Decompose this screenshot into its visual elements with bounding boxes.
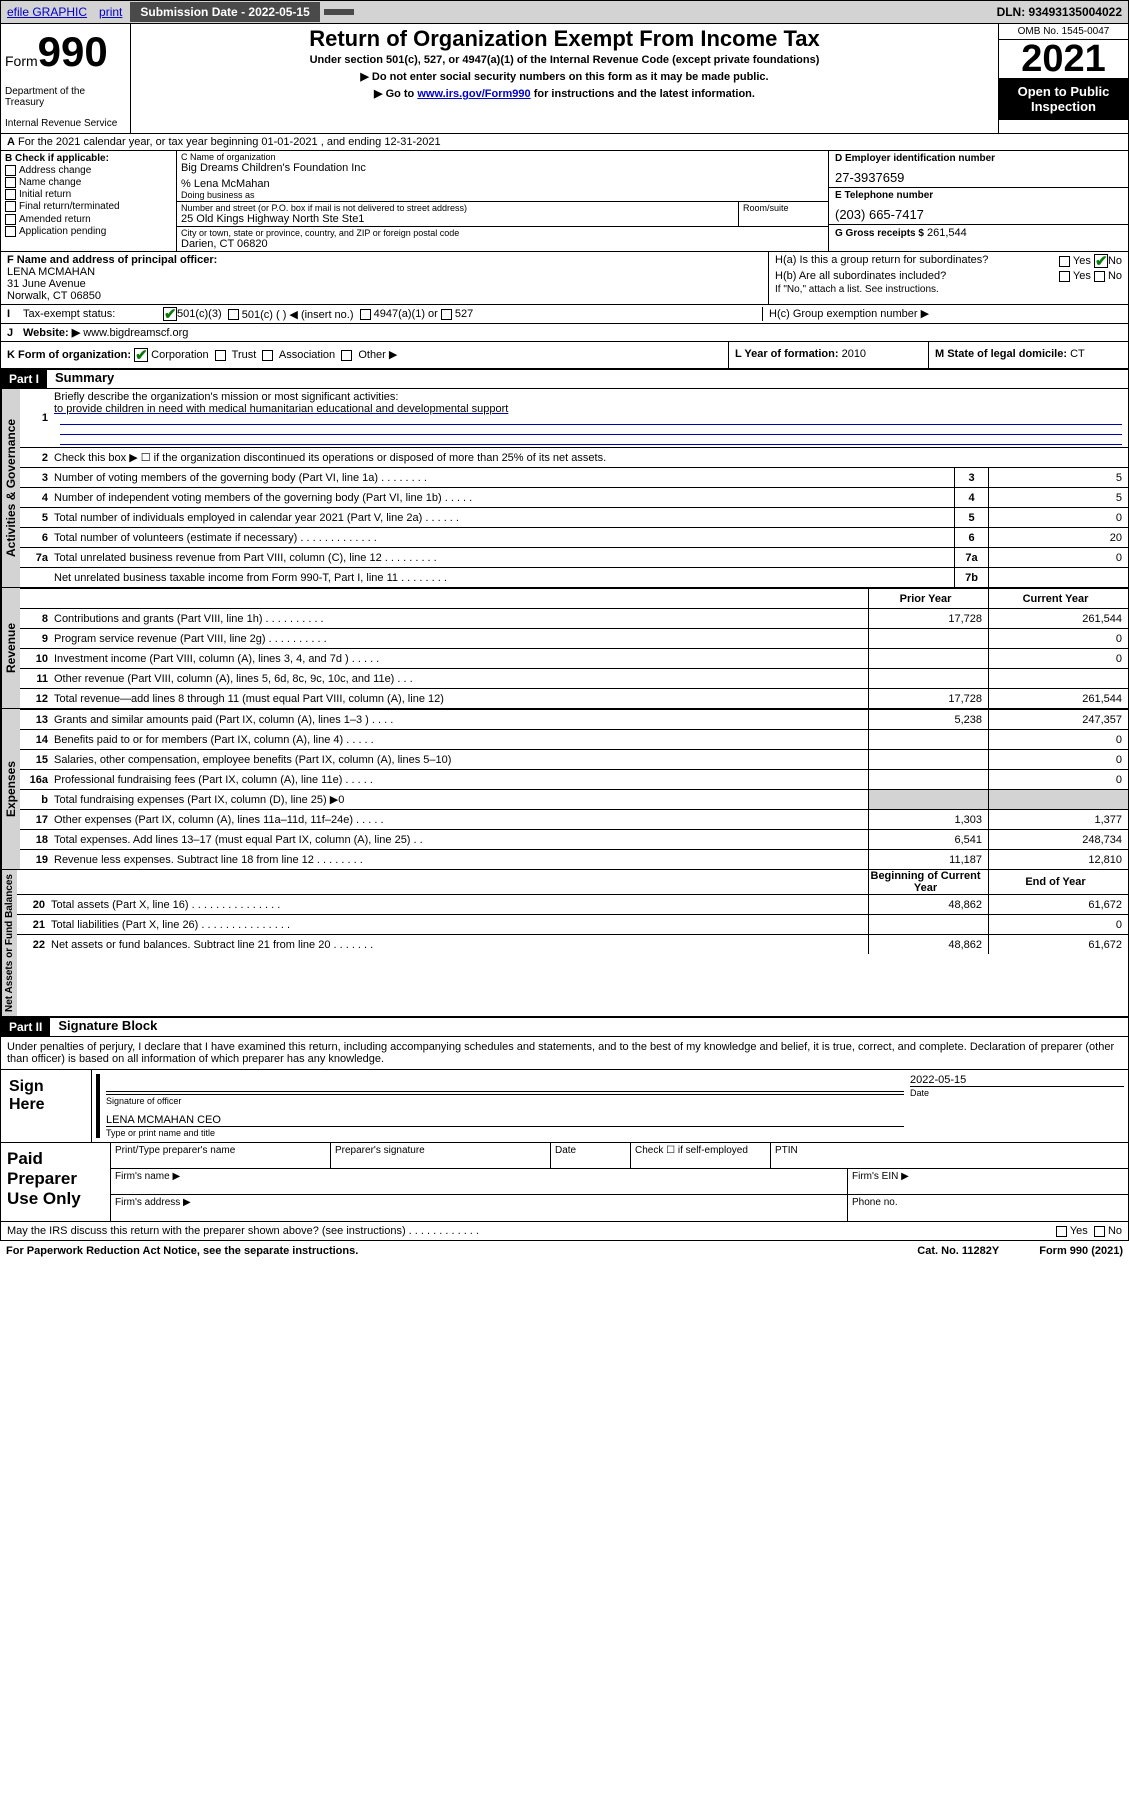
row-a-tax-year: A For the 2021 calendar year, or tax yea… <box>0 134 1129 151</box>
sign-date: 2022-05-15 <box>910 1074 1124 1086</box>
form-title: Return of Organization Exempt From Incom… <box>139 26 990 52</box>
form-word: Form <box>5 53 38 69</box>
state-domicile: CT <box>1070 348 1085 360</box>
summary-line: Net unrelated business taxable income fr… <box>20 567 1128 587</box>
officer-name: LENA MCMAHAN <box>7 266 762 278</box>
501c3-check <box>163 307 177 321</box>
summary-line: 16aProfessional fundraising fees (Part I… <box>20 769 1128 789</box>
city-state-zip: Darien, CT 06820 <box>181 238 824 250</box>
org-name: Big Dreams Children's Foundation Inc <box>181 162 824 174</box>
row-klm: K Form of organization: Corporation Trus… <box>0 342 1129 369</box>
dln-label: DLN: 93493135004022 <box>997 5 1128 19</box>
row-j: J Website: ▶ www.bigdreamscf.org <box>0 324 1129 342</box>
summary-line: 20Total assets (Part X, line 16) . . . .… <box>17 894 1128 914</box>
street-address: 25 Old Kings Highway North Ste Ste1 <box>181 213 734 225</box>
mission-text: to provide children in need with medical… <box>54 403 508 415</box>
phone: (203) 665-7417 <box>835 201 1122 222</box>
footer: For Paperwork Reduction Act Notice, see … <box>0 1241 1129 1261</box>
summary-line: 8Contributions and grants (Part VIII, li… <box>20 608 1128 628</box>
form-number: 990 <box>38 28 108 75</box>
may-irs-row: May the IRS discuss this return with the… <box>0 1222 1129 1241</box>
sidetab-rev: Revenue <box>1 588 20 708</box>
row-fh: F Name and address of principal officer:… <box>0 252 1129 305</box>
care-of: % Lena McMahan <box>181 178 824 190</box>
summary-line: bTotal fundraising expenses (Part IX, co… <box>20 789 1128 809</box>
part2-header: Part II Signature Block <box>0 1017 1129 1037</box>
form-label-footer: Form 990 (2021) <box>1039 1245 1123 1257</box>
topbar: efile GRAPHIC print Submission Date - 20… <box>0 0 1129 24</box>
form-subtitle: Under section 501(c), 527, or 4947(a)(1)… <box>139 54 990 66</box>
summary-line: 4Number of independent voting members of… <box>20 487 1128 507</box>
summary-line: 10Investment income (Part VIII, column (… <box>20 648 1128 668</box>
submission-date-btn[interactable]: Submission Date - 2022-05-15 <box>130 2 319 22</box>
instr-2: ▶ Go to www.irs.gov/Form990 for instruct… <box>139 87 990 100</box>
tax-year: 2021 <box>999 40 1128 78</box>
part1-header: Part I Summary <box>0 369 1129 389</box>
cat-no: Cat. No. 11282Y <box>917 1245 999 1257</box>
part1-exp: Expenses 13Grants and similar amounts pa… <box>0 709 1129 870</box>
summary-line: 15Salaries, other compensation, employee… <box>20 749 1128 769</box>
row-i: I Tax-exempt status: 501(c)(3) 501(c) ( … <box>0 305 1129 324</box>
dept-treasury: Department of the Treasury <box>5 86 126 108</box>
summary-line: 3Number of voting members of the governi… <box>20 467 1128 487</box>
sidetab-net: Net Assets or Fund Balances <box>1 870 17 1016</box>
print-link[interactable]: print <box>93 5 128 19</box>
paid-preparer-row: Paid Preparer Use Only Print/Type prepar… <box>0 1143 1129 1222</box>
part1-ag: Activities & Governance 1 Briefly descri… <box>0 389 1129 588</box>
block-bcdeg: B Check if applicable: Address change Na… <box>0 151 1129 252</box>
ein: 27-3937659 <box>835 164 1122 185</box>
summary-line: 19Revenue less expenses. Subtract line 1… <box>20 849 1128 869</box>
summary-line: 18Total expenses. Add lines 13–17 (must … <box>20 829 1128 849</box>
section-b: B Check if applicable: Address change Na… <box>1 151 177 251</box>
irs-label: Internal Revenue Service <box>5 118 126 129</box>
instr-1: ▶ Do not enter social security numbers o… <box>139 70 990 83</box>
sign-here-row: Sign Here Signature of officer LENA MCMA… <box>0 1070 1129 1143</box>
summary-line: 9Program service revenue (Part VIII, lin… <box>20 628 1128 648</box>
sidetab-exp: Expenses <box>1 709 20 869</box>
part1-rev: Revenue Prior Year Current Year 8Contrib… <box>0 588 1129 709</box>
sidetab-ag: Activities & Governance <box>1 389 20 587</box>
summary-line: 6Total number of volunteers (estimate if… <box>20 527 1128 547</box>
efile-link[interactable]: efile GRAPHIC <box>1 5 93 19</box>
website: www.bigdreamscf.org <box>83 327 188 339</box>
summary-line: 21Total liabilities (Part X, line 26) . … <box>17 914 1128 934</box>
summary-line: 22Net assets or fund balances. Subtract … <box>17 934 1128 954</box>
form-header: Form990 Department of the Treasury Inter… <box>0 24 1129 134</box>
gross-receipts: 261,544 <box>927 227 967 239</box>
summary-line: 17Other expenses (Part IX, column (A), l… <box>20 809 1128 829</box>
year-formation: 2010 <box>842 348 866 360</box>
summary-line: 7aTotal unrelated business revenue from … <box>20 547 1128 567</box>
summary-line: 14Benefits paid to or for members (Part … <box>20 729 1128 749</box>
summary-line: 11Other revenue (Part VIII, column (A), … <box>20 668 1128 688</box>
section-c: C Name of organization Big Dreams Childr… <box>177 151 828 251</box>
declaration: Under penalties of perjury, I declare th… <box>0 1037 1129 1070</box>
open-inspection: Open to Public Inspection <box>999 78 1128 120</box>
signer-name: LENA MCMAHAN CEO <box>106 1114 904 1126</box>
summary-line: 13Grants and similar amounts paid (Part … <box>20 709 1128 729</box>
part1-net: Net Assets or Fund Balances Beginning of… <box>0 870 1129 1017</box>
blank-btn <box>324 9 354 15</box>
irs-link[interactable]: www.irs.gov/Form990 <box>417 88 530 100</box>
summary-line: 12Total revenue—add lines 8 through 11 (… <box>20 688 1128 708</box>
section-de: D Employer identification number 27-3937… <box>828 151 1128 251</box>
summary-line: 5Total number of individuals employed in… <box>20 507 1128 527</box>
